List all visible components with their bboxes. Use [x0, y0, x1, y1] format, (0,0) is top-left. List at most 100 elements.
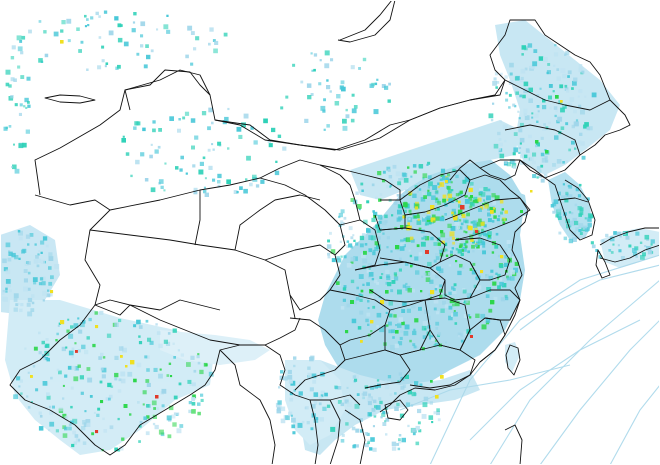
- border-india: [9, 304, 241, 456]
- density-dot: [504, 218, 507, 221]
- border-guangdong: [399, 344, 476, 389]
- density-dot: [459, 333, 463, 337]
- density-dot: [375, 196, 378, 200]
- density-dot: [123, 41, 129, 47]
- density-dot: [485, 318, 491, 323]
- density-dot: [522, 45, 526, 50]
- density-dot: [423, 235, 427, 240]
- density-dot: [552, 210, 556, 214]
- density-dot: [9, 289, 12, 293]
- density-dot: [564, 195, 568, 198]
- density-dot: [66, 329, 70, 333]
- density-dot: [553, 106, 558, 110]
- density-dot: [487, 231, 492, 236]
- density-dot: [450, 226, 456, 231]
- density-dot: [499, 153, 505, 159]
- density-dot: [307, 372, 312, 377]
- density-dot: [379, 276, 383, 279]
- density-dot: [45, 338, 49, 341]
- density-dot: [432, 220, 436, 223]
- density-dot: [23, 269, 28, 273]
- density-dot: [58, 370, 62, 375]
- density-dot: [506, 276, 511, 281]
- density-dot: [565, 50, 570, 55]
- density-dot: [161, 388, 167, 394]
- density-dot: [620, 256, 625, 260]
- density-dot: [584, 122, 589, 127]
- density-dot: [190, 62, 194, 66]
- density-dot: [531, 160, 536, 165]
- density-dot: [227, 147, 230, 150]
- density-dot: [591, 244, 596, 249]
- density-dot: [283, 376, 288, 381]
- density-dot: [27, 287, 31, 291]
- density-dot: [531, 116, 534, 119]
- density-dot: [191, 401, 196, 406]
- density-dot: [520, 154, 524, 159]
- density-dot: [193, 369, 197, 373]
- density-dot: [476, 241, 480, 245]
- density-dot: [318, 82, 322, 86]
- density-dot: [405, 282, 408, 286]
- density-dot: [497, 285, 501, 290]
- density-dot: [362, 391, 368, 396]
- density-dot: [435, 256, 440, 260]
- density-dot: [418, 252, 423, 256]
- density-dot: [288, 411, 293, 416]
- density-dot: [214, 40, 219, 45]
- density-dot: [10, 77, 15, 82]
- density-dot: [475, 275, 481, 281]
- density-dot: [388, 313, 393, 318]
- density-dot: [60, 29, 64, 33]
- density-dot: [368, 276, 371, 279]
- density-dot: [587, 217, 592, 222]
- density-dot: [339, 240, 342, 243]
- density-dot: [452, 303, 455, 307]
- coast-bohai: [469, 174, 521, 199]
- density-dot: [413, 170, 417, 174]
- density-dot: [640, 255, 645, 260]
- hotspot-dot: [380, 300, 385, 305]
- density-dot: [555, 109, 558, 113]
- density-dot: [101, 367, 107, 373]
- density-dot: [21, 249, 26, 254]
- density-dot: [376, 228, 381, 233]
- density-dot: [340, 402, 345, 407]
- density-dot: [353, 444, 356, 447]
- density-dot: [38, 351, 42, 355]
- density-dot: [543, 57, 548, 62]
- density-dot: [114, 322, 119, 327]
- density-dot: [557, 191, 561, 196]
- border-heilongjiang: [504, 79, 611, 111]
- density-dot: [369, 83, 374, 88]
- border-jilin: [504, 124, 581, 156]
- density-dot: [517, 110, 520, 113]
- density-dot: [408, 209, 412, 213]
- density-dot: [564, 84, 568, 88]
- density-dot: [422, 177, 425, 180]
- lane-3: [539, 319, 660, 465]
- density-dot: [435, 266, 439, 270]
- coast-east-china: [379, 197, 529, 413]
- density-dot: [565, 160, 568, 163]
- density-dot: [455, 247, 459, 251]
- density-dot: [76, 27, 80, 31]
- density-dot: [452, 200, 455, 203]
- density-dot: [344, 399, 349, 404]
- density-dot: [62, 433, 68, 438]
- density-dot: [401, 172, 406, 177]
- density-dot: [532, 61, 538, 67]
- density-dot: [472, 249, 475, 253]
- density-dot: [22, 142, 27, 148]
- density-dot: [433, 242, 438, 246]
- density-dot: [343, 285, 347, 289]
- density-dot: [464, 245, 468, 249]
- density-dot: [100, 367, 104, 371]
- density-dot: [403, 237, 407, 242]
- density-dot: [397, 209, 402, 215]
- density-dot: [501, 208, 504, 211]
- density-dot: [7, 257, 12, 262]
- density-dot: [398, 440, 402, 444]
- density-dot: [17, 230, 21, 233]
- density-dot: [17, 46, 23, 52]
